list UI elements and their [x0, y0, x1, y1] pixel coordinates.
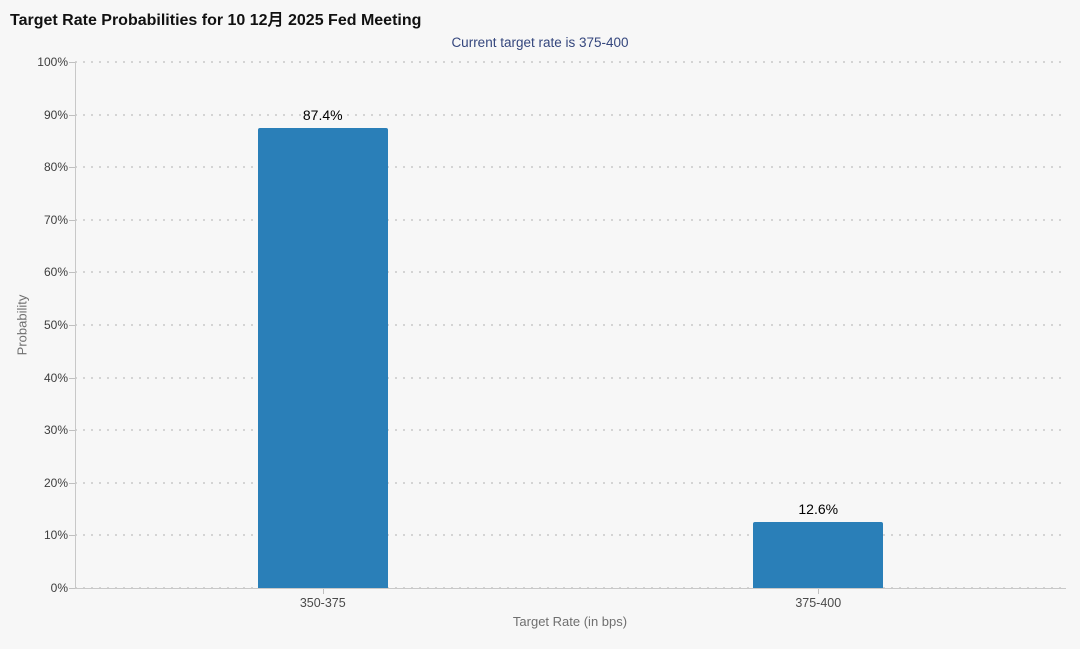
x-axis-tick [322, 589, 324, 594]
gridline [75, 113, 1066, 116]
y-axis-tick [69, 219, 75, 221]
y-axis-tick [69, 167, 75, 169]
gridline [75, 429, 1066, 432]
gridline [75, 534, 1066, 537]
x-axis-line [75, 588, 1066, 589]
y-axis-tick [69, 482, 75, 484]
y-tick-label: 50% [43, 318, 68, 332]
bar-375-400[interactable] [753, 521, 884, 588]
y-tick-label: 90% [43, 107, 68, 122]
y-axis-tick [69, 114, 75, 116]
x-axis-tick [818, 589, 820, 594]
y-axis-tick [69, 62, 75, 63]
y-axis-tick [69, 377, 75, 379]
bar-value-label: 87.4% [302, 107, 343, 124]
gridline [75, 166, 1066, 169]
y-axis-tick [69, 430, 75, 432]
gridline [75, 61, 1066, 63]
y-tick-label: 80% [43, 160, 68, 175]
gridline [75, 271, 1066, 274]
gridline [75, 218, 1066, 221]
y-axis-tick [69, 588, 75, 589]
x-tick-label: 350-375 [299, 596, 346, 610]
chart-subtitle: Current target rate is 375-400 [451, 35, 629, 50]
y-axis-tick [69, 325, 75, 326]
y-axis-tick [69, 272, 75, 274]
bar-value-label: 12.6% [798, 500, 839, 517]
y-tick-label: 0% [50, 581, 68, 595]
bar-350-375[interactable] [257, 128, 388, 588]
gridline [75, 481, 1066, 484]
y-tick-label: 30% [43, 423, 68, 438]
x-axis-title: Target Rate (in bps) [512, 614, 628, 629]
x-tick-label: 375-400 [795, 596, 842, 610]
y-tick-label: 70% [43, 212, 68, 227]
y-tick-label: 100% [37, 55, 68, 69]
y-axis-line [75, 62, 76, 588]
y-tick-label: 40% [43, 370, 68, 385]
gridline [75, 324, 1066, 326]
y-tick-label: 60% [43, 265, 68, 280]
y-axis-tick [69, 535, 75, 537]
chart-title: Target Rate Probabilities for 10 12月 202… [10, 12, 422, 29]
y-tick-label: 10% [43, 528, 68, 543]
gridline [75, 376, 1066, 379]
y-tick-label: 20% [43, 475, 68, 490]
